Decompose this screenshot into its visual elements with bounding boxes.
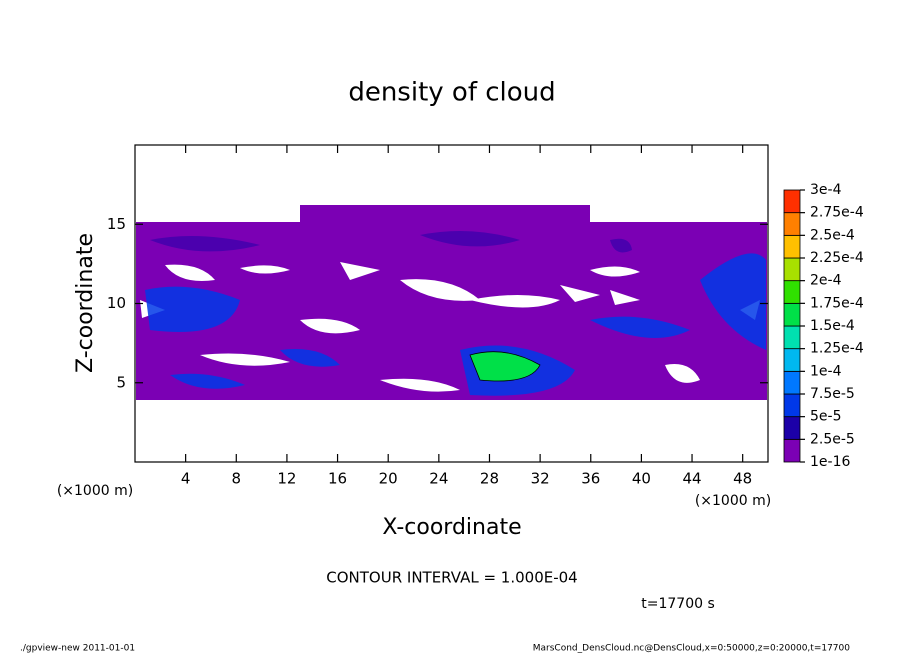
colorbar-box — [783, 189, 801, 214]
colorbar-label: 7.5e-5 — [810, 386, 855, 402]
colorbar-box — [783, 302, 801, 327]
colorbar-label: 1e-4 — [810, 363, 842, 379]
y-axis-label: Z-coordinate — [73, 233, 98, 373]
x-tick-label: 16 — [328, 470, 347, 488]
time-label: t=17700 s — [641, 596, 715, 612]
x-tick-label: 12 — [277, 470, 296, 488]
colorbar-label: 2e-4 — [810, 273, 842, 289]
colorbar-label: 2.5e-5 — [810, 431, 855, 447]
colorbar-box — [783, 257, 801, 282]
footer-left: ./gpview-new 2011-01-01 — [20, 644, 135, 654]
x-tick-label: 28 — [480, 470, 499, 488]
colorbar-label: 1e-16 — [810, 454, 850, 470]
x-tick-label: 36 — [581, 470, 600, 488]
colorbar-label: 5e-5 — [810, 409, 841, 425]
field — [136, 205, 767, 400]
colorbar-label: 3e-4 — [810, 182, 842, 198]
x-tick-label: 44 — [682, 470, 701, 488]
colorbar-box — [783, 280, 801, 304]
colorbar-box — [783, 416, 801, 440]
x-unit-label: (×1000 m) — [57, 483, 133, 499]
colorbar-label: 2.75e-4 — [810, 205, 864, 221]
y-tick-label: 15 — [107, 215, 126, 233]
colorbar-label: 1.75e-4 — [810, 295, 864, 311]
chart-title: density of cloud — [348, 78, 555, 108]
colorbar-label: 2.25e-4 — [810, 250, 864, 266]
contour-interval: CONTOUR INTERVAL = 1.000E-04 — [326, 569, 577, 587]
x-unit-label: (×1000 m) — [695, 493, 771, 509]
x-tick-label: 40 — [632, 470, 651, 488]
colorbar-label: 1.25e-4 — [810, 341, 864, 357]
colorbar-box — [783, 234, 801, 259]
footer-right: MarsCond_DensCloud.nc@DensCloud,x=0:5000… — [533, 644, 850, 654]
colorbar-box — [783, 370, 801, 395]
x-tick-label: 48 — [733, 470, 752, 488]
colorbar-label: 1.5e-4 — [810, 318, 855, 334]
x-tick-label: 20 — [379, 470, 398, 488]
colorbar-box — [783, 348, 801, 372]
colorbar-box — [783, 325, 801, 350]
colorbar-box — [783, 438, 801, 463]
x-tick-label: 8 — [232, 470, 242, 488]
colorbar-box — [783, 393, 801, 418]
x-tick-label: 24 — [429, 470, 448, 488]
x-tick-label: 4 — [181, 470, 191, 488]
x-tick-label: 32 — [531, 470, 550, 488]
colorbar-label: 2.5e-4 — [810, 227, 855, 243]
colorbar-box — [783, 212, 801, 236]
y-tick-label: 5 — [116, 373, 126, 391]
y-tick-label: 10 — [107, 294, 126, 312]
x-axis-label: X-coordinate — [382, 515, 521, 540]
